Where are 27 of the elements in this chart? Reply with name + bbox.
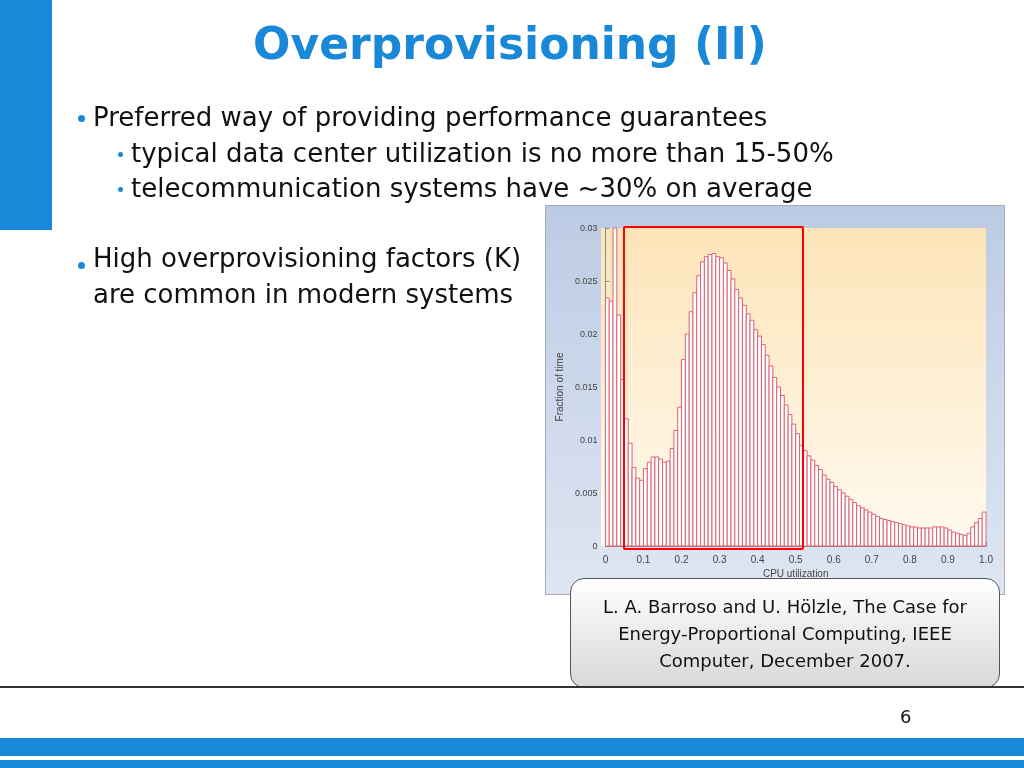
x-tick-label: 0.8 [902,553,918,565]
x-tick-label: 0.1 [636,553,651,565]
text: High overprovisioning factors (K) are common in modern systems [93,242,523,311]
text: telecommunication systems have ~30% on average [130,173,813,203]
text: typical data center utilization is no more than 15-50% [130,138,834,168]
x-tick-label: 0.9 [940,553,956,565]
text: L. A. Barroso and U. Hölzle, The Case for Energy-Proportional Computing, IEEE Computer, December 2007. [570,578,1000,688]
y-tick-label: 0.015 [574,382,598,392]
chart-title: Overprovisioning (II) [252,18,768,69]
x-tick-label: 0.4 [750,553,766,565]
x-axis-title: CPU utilization [762,568,829,580]
x-tick-label: 0 [602,553,609,565]
y-tick-label: 0.005 [574,488,598,498]
x-tick-label: 0.2 [674,553,689,565]
y-tick-label: 0.02 [579,329,598,339]
x-tick-label: 1.0 [979,553,994,565]
x-tick-label: 0.7 [864,553,880,565]
x-tick-label: 0.3 [712,553,727,565]
y-tick-label: 0.025 [574,276,598,286]
y-tick-label: 0.01 [579,435,598,445]
x-tick-label: 0.5 [788,553,804,565]
text: Preferred way of providing performance guarantees [92,102,768,132]
y-axis-title: Fraction of time [553,352,565,422]
y-tick-label: 0.03 [579,223,598,233]
text: 6 [900,706,912,727]
x-tick-label: 0.6 [826,553,842,565]
y-tick-label: 0 [592,541,598,551]
